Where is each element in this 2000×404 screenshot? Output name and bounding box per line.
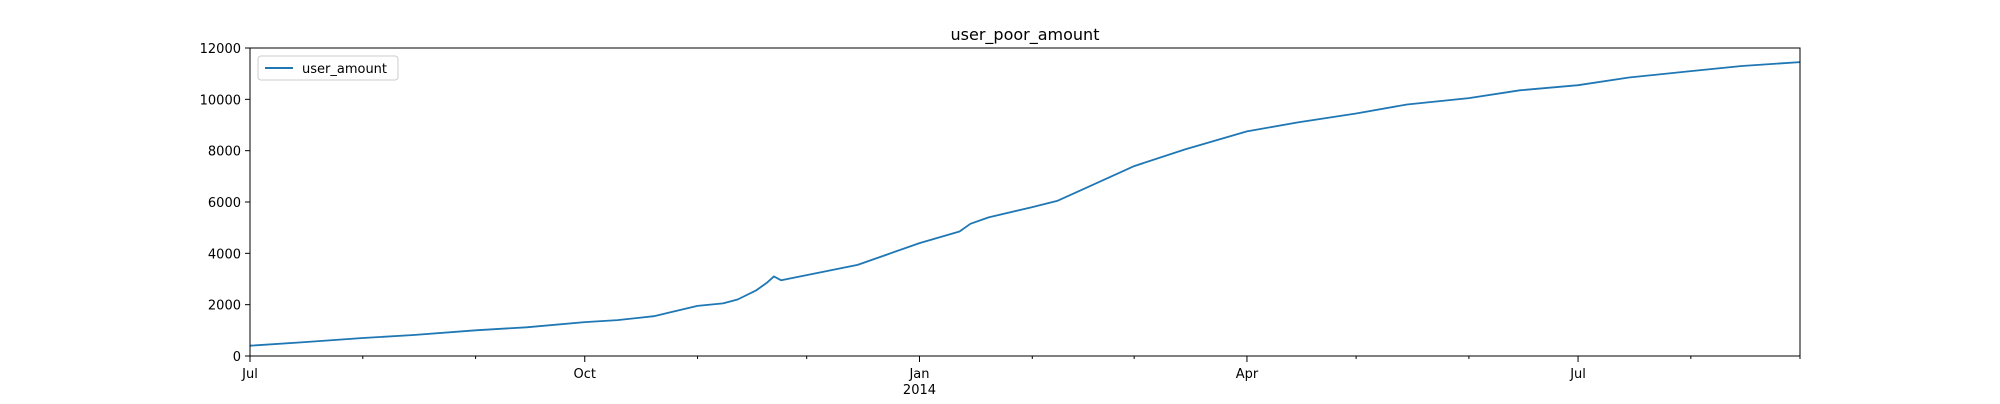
plot-frame	[249, 47, 1801, 357]
y-axis: 0 2000 4000 6000 8000 10000 12000	[200, 42, 250, 365]
y-tick-label-8000: 8000	[208, 145, 241, 160]
plot-area	[250, 48, 1800, 356]
legend-box	[257, 55, 399, 81]
x-tick-label-2013-10-01: Oct	[573, 367, 595, 382]
series-layer	[249, 61, 1801, 347]
x-tick-label-2014-07-01: Jul	[1569, 367, 1586, 382]
series-line-user-amount	[249, 61, 1801, 347]
x-tick-label-2014-04-01: Apr	[1236, 367, 1259, 382]
y-tick-label-0: 0	[233, 350, 241, 365]
x-tick-label-2013-07-01: Jul	[241, 367, 258, 382]
y-tick-label-10000: 10000	[200, 93, 241, 108]
y-tick-label-12000: 12000	[200, 42, 241, 57]
legend: user_amount	[257, 55, 399, 81]
x-tick-sublabel-2014-01-01: 2014	[903, 383, 936, 398]
y-tick-label-4000: 4000	[208, 247, 241, 262]
y-tick-label-2000: 2000	[208, 299, 241, 314]
x-tick-label-2014-01-01: Jan	[908, 367, 929, 382]
chart-title: user_poor_amount	[951, 25, 1100, 45]
legend-label-user-amount: user_amount	[302, 62, 387, 77]
y-tick-label-6000: 6000	[208, 196, 241, 211]
